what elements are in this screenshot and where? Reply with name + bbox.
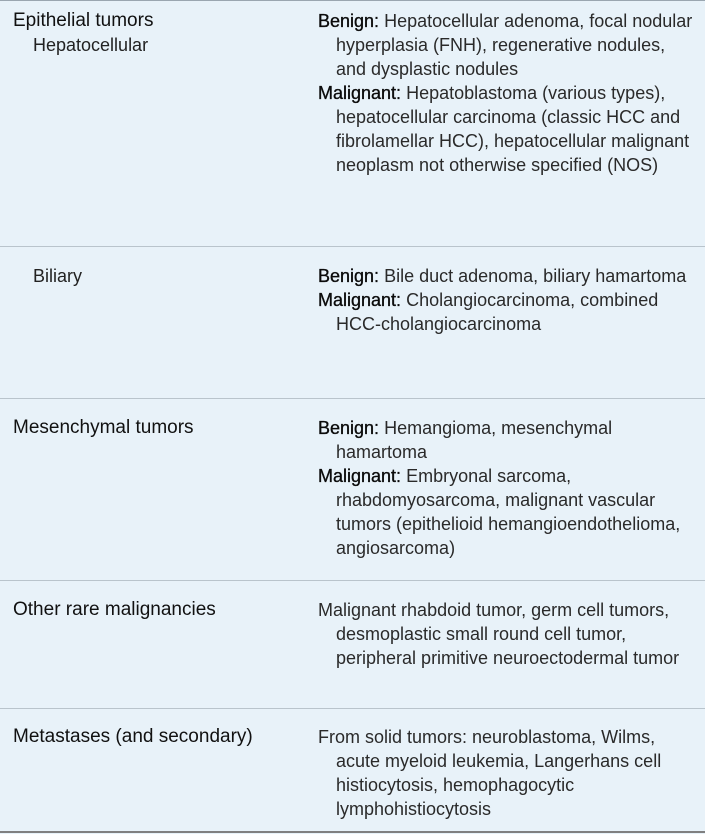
benign-entry: Benign: Bile duct adenoma, biliary hamar… [318, 264, 695, 288]
category-label: Mesenchymal tumors [13, 417, 194, 438]
table-row-other-rare: Other rare malignancies Malignant rhabdo… [0, 581, 705, 709]
category-label: Metastases (and secondary) [13, 726, 253, 747]
malignant-text: Hepatoblastoma (various types), hepatoce… [336, 83, 690, 175]
subcategory-label: Hepatocellular [33, 35, 149, 55]
table-row-metastases: Metastases (and secondary) From solid tu… [0, 709, 705, 833]
malignant-entry: Malignant: Embryonal sarcoma, rhabdomyos… [318, 464, 695, 560]
malignant-label: Malignant: [318, 290, 402, 310]
malignant-entry: Malignant: Hepatoblastoma (various types… [318, 81, 695, 177]
row-category-cell: Biliary [0, 264, 318, 398]
benign-text: Hemangioma, mesenchymal hamartoma [336, 418, 613, 462]
top-rule [0, 0, 705, 1]
malignant-label: Malignant: [318, 83, 402, 103]
malignant-text: Cholangiocarcinoma, combined HCC-cholang… [336, 290, 659, 334]
benign-label: Benign: [318, 418, 380, 438]
row-category-cell: Other rare malignancies [0, 598, 318, 708]
malignant-text: Embryonal sarcoma, rhabdomyosarcoma, mal… [336, 466, 681, 558]
category-label: Other rare malignancies [13, 599, 216, 620]
subcategory-label: Biliary [33, 266, 83, 286]
table-row-hepatocellular: Epithelial tumors Hepatocellular Benign:… [0, 1, 705, 247]
row-category-cell: Metastases (and secondary) [0, 725, 318, 831]
description-text: From solid tumors: neuroblastoma, Wilms,… [318, 727, 662, 819]
description-entry: Malignant rhabdoid tumor, germ cell tumo… [318, 598, 695, 670]
benign-entry: Benign: Hemangioma, mesenchymal hamartom… [318, 416, 695, 464]
description-entry: From solid tumors: neuroblastoma, Wilms,… [318, 725, 695, 821]
malignant-entry: Malignant: Cholangiocarcinoma, combined … [318, 288, 695, 336]
malignant-label: Malignant: [318, 466, 402, 486]
row-description-cell: Benign: Hemangioma, mesenchymal hamartom… [318, 416, 705, 580]
category-label: Epithelial tumors [13, 10, 154, 31]
row-category-cell: Mesenchymal tumors [0, 416, 318, 580]
table-row-mesenchymal: Mesenchymal tumors Benign: Hemangioma, m… [0, 399, 705, 581]
benign-label: Benign: [318, 11, 380, 31]
row-description-cell: From solid tumors: neuroblastoma, Wilms,… [318, 725, 705, 831]
benign-text: Hepatocellular adenoma, focal nodular hy… [336, 11, 693, 79]
row-category-cell: Epithelial tumors Hepatocellular [0, 9, 318, 246]
benign-entry: Benign: Hepatocellular adenoma, focal no… [318, 9, 695, 81]
table-row-biliary: Biliary Benign: Bile duct adenoma, bilia… [0, 247, 705, 399]
row-description-cell: Benign: Bile duct adenoma, biliary hamar… [318, 264, 705, 398]
benign-text: Bile duct adenoma, biliary hamartoma [384, 266, 687, 286]
row-description-cell: Malignant rhabdoid tumor, germ cell tumo… [318, 598, 705, 708]
row-description-cell: Benign: Hepatocellular adenoma, focal no… [318, 9, 705, 246]
description-text: Malignant rhabdoid tumor, germ cell tumo… [318, 600, 680, 668]
benign-label: Benign: [318, 266, 380, 286]
